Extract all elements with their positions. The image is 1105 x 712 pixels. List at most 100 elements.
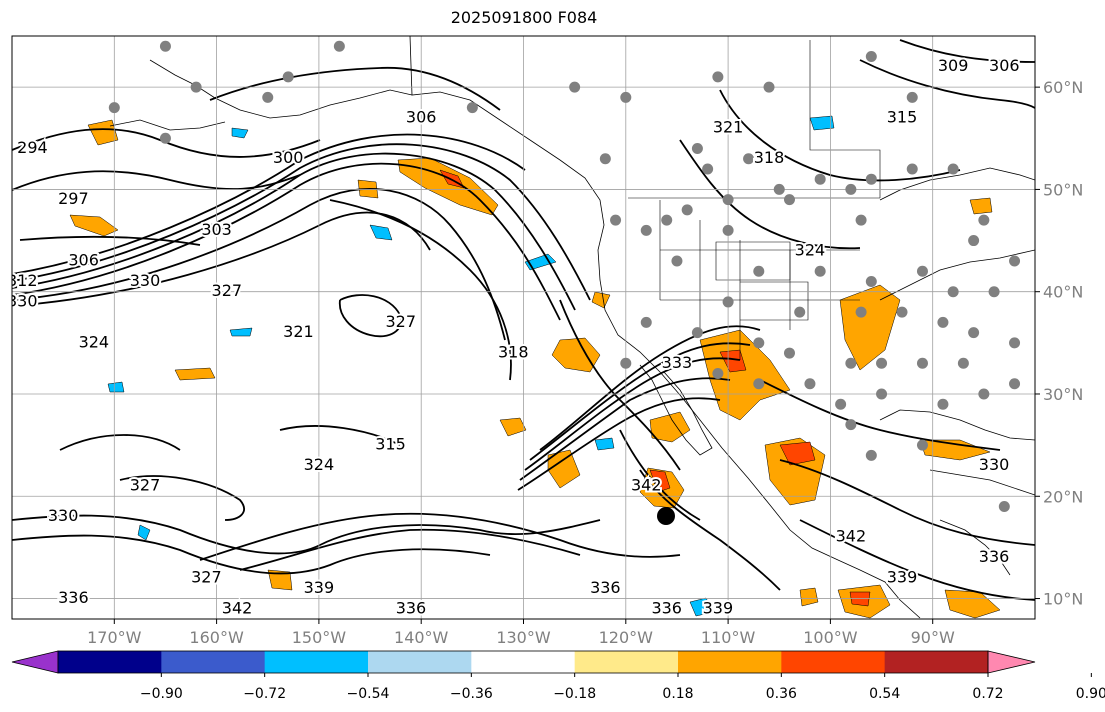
contour-13 bbox=[524, 357, 741, 471]
contour-11 bbox=[539, 325, 761, 451]
station-dot-67 bbox=[804, 378, 816, 390]
contour-label-8: 312 bbox=[7, 271, 38, 290]
contour-label-26: 333 bbox=[662, 353, 693, 372]
contour-lines bbox=[12, 39, 1035, 601]
contour-16 bbox=[12, 514, 601, 555]
station-dot-19 bbox=[845, 183, 857, 195]
anomaly-region-29 bbox=[689, 597, 715, 617]
anomaly-region-30 bbox=[107, 381, 125, 393]
anomaly-region-25 bbox=[231, 127, 249, 139]
contour-label-25: 330 bbox=[979, 455, 1010, 474]
station-dot-22 bbox=[722, 194, 734, 206]
station-dot-49 bbox=[691, 327, 703, 339]
station-dot-33 bbox=[968, 235, 980, 247]
station-dot-9 bbox=[620, 91, 632, 103]
contour-4 bbox=[12, 188, 506, 341]
contour-label-3: 303 bbox=[201, 220, 232, 239]
station-dot-45 bbox=[896, 306, 908, 318]
contour-label-35: 342 bbox=[631, 476, 662, 495]
station-dot-61 bbox=[916, 439, 928, 451]
station-dot-39 bbox=[916, 265, 928, 277]
station-dot-7 bbox=[466, 102, 478, 114]
station-dot-17 bbox=[773, 183, 785, 195]
anomaly-region-2 bbox=[69, 214, 119, 237]
anomaly-region-32 bbox=[594, 437, 615, 451]
station-dot-30 bbox=[906, 163, 918, 175]
station-dot-46 bbox=[937, 316, 949, 328]
station-dot-62 bbox=[865, 449, 877, 461]
station-dot-68 bbox=[845, 419, 857, 431]
colorbar-tick-label-5: 0.18 bbox=[662, 686, 693, 702]
lon-tick-label-4: 130°W bbox=[496, 628, 551, 647]
coastlines bbox=[109, 36, 1035, 619]
contour-label-1: 297 bbox=[58, 189, 89, 208]
latitude-axis: 10°N 20°N 30°N 40°N 50°N 60°N bbox=[1035, 78, 1083, 609]
station-markers bbox=[108, 40, 1021, 512]
coastline-8 bbox=[879, 249, 1035, 301]
anomaly-region-27 bbox=[809, 115, 835, 131]
colorbar-swatch-0 bbox=[58, 651, 162, 673]
lon-tick-label-3: 140°W bbox=[394, 628, 449, 647]
lon-tick-label-7: 100°W bbox=[803, 628, 858, 647]
contour-label-16: 324 bbox=[79, 332, 110, 351]
contour-22 bbox=[559, 299, 681, 471]
station-dot-57 bbox=[1009, 378, 1021, 390]
contour-10 bbox=[329, 199, 512, 381]
station-dot-4 bbox=[262, 91, 274, 103]
station-dot-12 bbox=[865, 50, 877, 62]
plot-area: 294 297 300 303 306 306 306 309 312 315 315 318 318 3… bbox=[7, 35, 1036, 620]
colorbar-swatch-3 bbox=[368, 651, 472, 673]
colorbar-tick-label-9: 0.90 bbox=[1076, 686, 1105, 702]
station-dot-65 bbox=[712, 368, 724, 380]
anomaly-region-20 bbox=[267, 569, 293, 591]
gridlines bbox=[12, 36, 1035, 619]
anomaly-region-10 bbox=[839, 284, 901, 371]
colorbar-extend-low bbox=[11, 650, 59, 674]
contour-label-20: 327 bbox=[130, 476, 161, 495]
colorbar-tick-label-4: −0.18 bbox=[553, 686, 596, 702]
contour-label-5: 306 bbox=[406, 107, 437, 126]
contour-label-6: 306 bbox=[989, 56, 1020, 75]
contour-21 bbox=[59, 434, 181, 451]
contour-26 bbox=[719, 89, 961, 182]
contour-5 bbox=[12, 211, 431, 307]
contour-label-29: 336 bbox=[590, 578, 621, 597]
station-dot-34 bbox=[1009, 255, 1021, 267]
station-dot-14 bbox=[599, 153, 611, 165]
chart-title: 2025091800 F084 bbox=[450, 8, 598, 27]
contour-label-37: 342 bbox=[836, 527, 867, 546]
station-dot-40 bbox=[947, 286, 959, 298]
lon-tick-label-6: 110°W bbox=[701, 628, 756, 647]
lat-tick-label-2: 30°N bbox=[1043, 385, 1083, 404]
station-dot-50 bbox=[753, 337, 765, 349]
anomaly-region-31 bbox=[229, 327, 253, 337]
colorbar-swatch-8 bbox=[884, 651, 989, 673]
station-dot-21 bbox=[702, 163, 714, 175]
coastline-1 bbox=[639, 364, 713, 456]
anomaly-region-24 bbox=[174, 367, 216, 381]
longitude-axis: 170°W 160°W 150°W 140°W 130°W 120°W 110°W 100°W… bbox=[87, 619, 955, 647]
contour-23 bbox=[639, 469, 781, 591]
colorbar-tick-label-3: −0.36 bbox=[450, 686, 493, 702]
contour-3 bbox=[12, 133, 526, 275]
station-dot-51 bbox=[783, 347, 795, 359]
colorbar-tick-label-1: −0.72 bbox=[243, 686, 286, 702]
colorbar-tick-label-8: 0.72 bbox=[972, 686, 1003, 702]
anomaly-region-12 bbox=[547, 449, 581, 489]
colorbar-tick-label-7: 0.54 bbox=[869, 686, 900, 702]
station-dot-69 bbox=[998, 500, 1010, 512]
station-dot-2 bbox=[108, 102, 120, 114]
station-dot-31 bbox=[947, 163, 959, 175]
station-dot-6 bbox=[159, 132, 171, 144]
station-dot-24 bbox=[661, 214, 673, 226]
contour-2 bbox=[12, 143, 591, 301]
station-dot-18 bbox=[814, 173, 826, 185]
anomaly-region-33 bbox=[137, 524, 151, 541]
contour-label-24: 330 bbox=[48, 506, 79, 525]
anomaly-region-11 bbox=[919, 439, 991, 461]
station-dot-53 bbox=[876, 357, 888, 369]
contour-label-21: 327 bbox=[191, 568, 222, 587]
station-dot-32 bbox=[978, 214, 990, 226]
station-dot-66 bbox=[753, 378, 765, 390]
